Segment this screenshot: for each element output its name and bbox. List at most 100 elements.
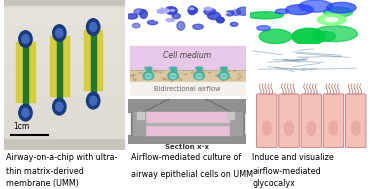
Circle shape — [222, 75, 226, 77]
Circle shape — [159, 72, 162, 73]
Ellipse shape — [177, 22, 185, 30]
FancyBboxPatch shape — [279, 94, 299, 148]
Ellipse shape — [194, 72, 204, 80]
Circle shape — [215, 75, 218, 76]
Circle shape — [216, 75, 219, 77]
Circle shape — [87, 19, 100, 35]
Ellipse shape — [307, 121, 316, 135]
Ellipse shape — [134, 9, 144, 15]
Ellipse shape — [220, 67, 227, 69]
Circle shape — [201, 72, 204, 73]
Ellipse shape — [132, 23, 140, 28]
Ellipse shape — [237, 7, 250, 15]
Circle shape — [237, 74, 240, 75]
Bar — [91, 21, 96, 99]
Circle shape — [150, 8, 160, 11]
Circle shape — [133, 78, 136, 80]
Bar — [140, 123, 234, 125]
Circle shape — [197, 78, 200, 79]
Circle shape — [198, 19, 206, 22]
Bar — [137, 112, 144, 119]
Circle shape — [163, 9, 167, 11]
Circle shape — [233, 70, 236, 72]
Ellipse shape — [285, 121, 294, 135]
Circle shape — [200, 74, 203, 75]
Bar — [84, 30, 102, 90]
Ellipse shape — [232, 9, 241, 15]
Ellipse shape — [188, 6, 196, 15]
Bar — [50, 36, 68, 96]
Circle shape — [162, 78, 165, 79]
Ellipse shape — [329, 121, 338, 135]
Ellipse shape — [143, 72, 154, 80]
Ellipse shape — [196, 67, 203, 69]
Circle shape — [22, 108, 29, 117]
Bar — [4, 8, 125, 138]
Circle shape — [131, 75, 134, 77]
Bar — [230, 112, 241, 135]
Circle shape — [326, 17, 338, 22]
Ellipse shape — [145, 74, 151, 79]
Bar — [4, 42, 125, 60]
Ellipse shape — [324, 7, 353, 17]
Circle shape — [171, 75, 175, 77]
Bar — [140, 112, 234, 135]
Ellipse shape — [219, 72, 229, 80]
Ellipse shape — [292, 28, 325, 45]
Circle shape — [139, 21, 144, 23]
Ellipse shape — [351, 121, 360, 135]
Circle shape — [131, 75, 134, 76]
Circle shape — [158, 9, 169, 13]
Circle shape — [179, 79, 182, 80]
Circle shape — [53, 25, 66, 41]
Bar — [133, 112, 145, 135]
Circle shape — [53, 98, 66, 115]
Ellipse shape — [140, 10, 147, 18]
Circle shape — [143, 78, 146, 79]
Text: airflow-mediated: airflow-mediated — [252, 167, 321, 176]
Circle shape — [87, 92, 100, 109]
Bar — [4, 24, 125, 42]
Circle shape — [163, 79, 166, 80]
FancyBboxPatch shape — [301, 94, 321, 148]
Bar — [129, 82, 245, 95]
Ellipse shape — [312, 26, 357, 42]
Circle shape — [140, 72, 142, 74]
Text: Section x-x: Section x-x — [165, 144, 209, 150]
Circle shape — [170, 10, 174, 11]
Bar — [197, 68, 202, 72]
Circle shape — [208, 72, 211, 73]
Circle shape — [257, 26, 270, 31]
Circle shape — [221, 75, 224, 76]
Circle shape — [239, 76, 242, 77]
Circle shape — [133, 74, 136, 75]
Text: Cell medium: Cell medium — [163, 51, 211, 60]
Bar — [128, 99, 246, 112]
Text: Induce and visualize: Induce and visualize — [252, 153, 334, 162]
Circle shape — [19, 31, 32, 47]
Circle shape — [149, 70, 152, 71]
Ellipse shape — [170, 74, 176, 79]
Circle shape — [317, 14, 346, 25]
Bar — [4, 96, 125, 114]
Circle shape — [197, 75, 201, 77]
Circle shape — [22, 35, 29, 44]
Ellipse shape — [313, 31, 336, 41]
Circle shape — [204, 7, 212, 10]
Ellipse shape — [208, 12, 221, 20]
Bar — [221, 68, 226, 72]
Circle shape — [170, 80, 173, 82]
Bar — [57, 27, 62, 105]
Circle shape — [189, 8, 194, 9]
Circle shape — [90, 22, 97, 32]
Text: Bidirectional airflow: Bidirectional airflow — [154, 86, 221, 92]
Circle shape — [56, 29, 63, 38]
Circle shape — [286, 5, 313, 15]
Circle shape — [191, 72, 194, 73]
Circle shape — [167, 79, 170, 80]
Circle shape — [201, 70, 204, 71]
FancyBboxPatch shape — [323, 94, 344, 148]
Ellipse shape — [247, 12, 283, 19]
Circle shape — [166, 19, 175, 22]
Bar — [232, 112, 244, 135]
